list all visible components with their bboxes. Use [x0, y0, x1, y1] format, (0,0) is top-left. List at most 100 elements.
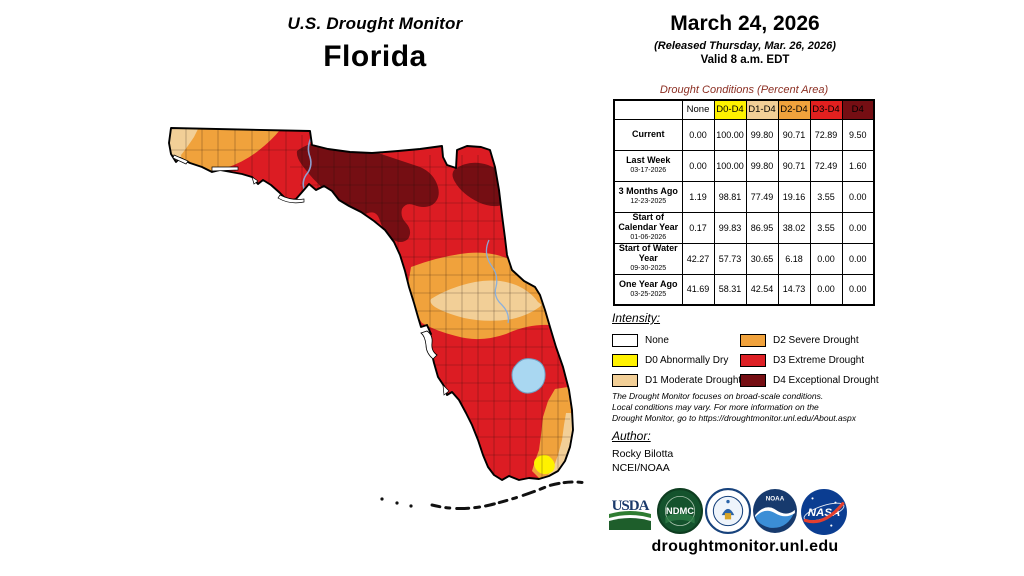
- valid-time: Valid 8 a.m. EDT: [700, 54, 790, 66]
- legend-heading: Intensity:: [612, 311, 661, 325]
- cell-value: 90.71: [777, 118, 811, 151]
- table-row: Start of Water Year 09-30-2025 42.27 57.…: [613, 242, 875, 275]
- table-row: 3 Months Ago 12-23-2025 1.19 98.81 77.49…: [613, 180, 875, 213]
- cell-value: 57.73: [713, 242, 747, 275]
- agency-logos: USDA NDMC NOAA N: [604, 488, 850, 536]
- date-block: March 24, 2026 (Released Thursday, Mar. …: [600, 12, 890, 66]
- row-label-text: Last Week: [626, 155, 671, 166]
- row-label-start-calendar-year: Start of Calendar Year 01-06-2026: [613, 211, 683, 244]
- doc-shield: [724, 513, 732, 520]
- author-org: NCEI/NOAA: [612, 462, 670, 474]
- nasa-swoosh: [803, 502, 845, 524]
- d1-region-southeast-sliver: [547, 413, 573, 477]
- map-date: March 24, 2026: [670, 12, 820, 35]
- row-date: 03-17-2026: [630, 167, 667, 175]
- cell-value: 0.00: [681, 118, 715, 151]
- cell-value: 100.00: [713, 118, 747, 151]
- table-row: Last Week 03-17-2026 0.00 100.00 99.80 9…: [613, 149, 875, 182]
- keys-islet: [395, 501, 399, 505]
- doc-star: [726, 499, 730, 504]
- nasa-circle: [801, 489, 847, 535]
- cell-value: 90.71: [777, 149, 811, 182]
- cell-value: 14.73: [777, 273, 811, 306]
- report-title: U.S. Drought Monitor: [287, 14, 463, 33]
- cell-value: 1.60: [841, 149, 875, 182]
- intensity-legend: Intensity: None D0 Abnormally Dry D1 Mod…: [612, 311, 897, 392]
- doc-seal: [705, 488, 751, 534]
- d4-region-bigbend: [296, 141, 439, 242]
- footer-url: droughtmonitor.unl.edu: [651, 538, 839, 555]
- nasa-star: [830, 524, 833, 527]
- cell-value: 58.31: [713, 273, 747, 306]
- pensacola-bay: [172, 154, 189, 165]
- florida-drought-map: [150, 95, 620, 540]
- state-name: Florida: [323, 40, 427, 73]
- row-date: 03-25-2025: [630, 290, 667, 298]
- cell-value: 0.00: [841, 180, 875, 213]
- disclaimer-line: Local conditions may vary. For more info…: [612, 402, 819, 412]
- cell-value: 30.65: [745, 242, 779, 275]
- florida-keys: [430, 480, 588, 510]
- row-label-start-water-year: Start of Water Year 09-30-2025: [613, 242, 683, 275]
- florida-outline: [168, 127, 574, 481]
- legend-item-d1: D1 Moderate Drought: [612, 370, 742, 390]
- charlotte-harbor: [442, 384, 450, 396]
- d0-region-south-tip: [534, 454, 555, 475]
- florida-map-svg: [168, 127, 588, 510]
- cell-value: 72.49: [809, 149, 843, 182]
- table-row: Start of Calendar Year 01-06-2026 0.17 9…: [613, 211, 875, 244]
- st-andrew-bay: [251, 176, 259, 185]
- cell-value: 0.17: [681, 211, 715, 244]
- cell-value: 72.89: [809, 118, 843, 151]
- col-header-d4: D4: [841, 99, 875, 120]
- col-header-d1-d4: D1-D4: [745, 99, 779, 120]
- legend-label: D3 Extreme Drought: [773, 354, 865, 366]
- col-header-none: None: [681, 99, 715, 120]
- cell-value: 42.27: [681, 242, 715, 275]
- d3-swatch: [740, 353, 766, 367]
- row-label-current: Current: [613, 118, 683, 151]
- author-block: Author: Rocky Bilotta NCEI/NOAA: [612, 429, 673, 475]
- legend-item-d3: D3 Extreme Drought: [740, 350, 900, 370]
- col-header-d2-d4: D2-D4: [777, 99, 811, 120]
- nasa-star: [811, 497, 814, 500]
- cell-value: 99.80: [745, 149, 779, 182]
- nasa-logo: NASA: [801, 489, 847, 535]
- cell-value: 0.00: [841, 273, 875, 306]
- st-johns-river: [485, 239, 510, 324]
- row-label-last-week: Last Week 03-17-2026: [613, 149, 683, 182]
- cell-value: 86.95: [745, 211, 779, 244]
- header-corner: [613, 99, 683, 120]
- legend-item-d2: D2 Severe Drought: [740, 330, 900, 350]
- ndmc-wave: [665, 513, 695, 524]
- legend-item-d0: D0 Abnormally Dry: [612, 350, 740, 370]
- row-label-3-months-ago: 3 Months Ago 12-23-2025: [613, 180, 683, 213]
- ndmc-circle: [657, 488, 703, 534]
- ndmc-text: NDMC: [666, 505, 694, 516]
- cell-value: 0.00: [809, 242, 843, 275]
- lake-okeechobee: [511, 358, 546, 394]
- legend-item-none: None: [612, 330, 740, 350]
- row-label-text: 3 Months Ago: [618, 186, 678, 197]
- d1-region-central-core: [430, 280, 542, 321]
- usda-text: USDA: [612, 498, 650, 514]
- usda-swoosh: [609, 511, 651, 518]
- cell-value: 100.00: [713, 149, 747, 182]
- row-date: 01-06-2026: [630, 234, 667, 242]
- row-date: 09-30-2025: [630, 265, 667, 273]
- cell-value: 3.55: [809, 180, 843, 213]
- cell-value: 38.02: [777, 211, 811, 244]
- table-caption: Drought Conditions (Percent Area): [659, 84, 829, 96]
- apalachicola-bay: [277, 194, 305, 204]
- choctawhatchee-bay: [211, 166, 239, 172]
- cell-value: 0.00: [809, 273, 843, 306]
- cell-value: 99.83: [713, 211, 747, 244]
- drought-regions: [169, 128, 573, 480]
- disclaimer-text: The Drought Monitor focuses on broad-sca…: [612, 391, 912, 424]
- map-title: U.S. Drought Monitor Florida: [225, 14, 525, 74]
- keys-islet: [409, 504, 413, 508]
- ndmc-ring: [664, 495, 696, 527]
- col-header-d3-d4: D3-D4: [809, 99, 843, 120]
- legend-label: D1 Moderate Drought: [645, 374, 742, 386]
- author-name: Rocky Bilotta: [612, 448, 674, 460]
